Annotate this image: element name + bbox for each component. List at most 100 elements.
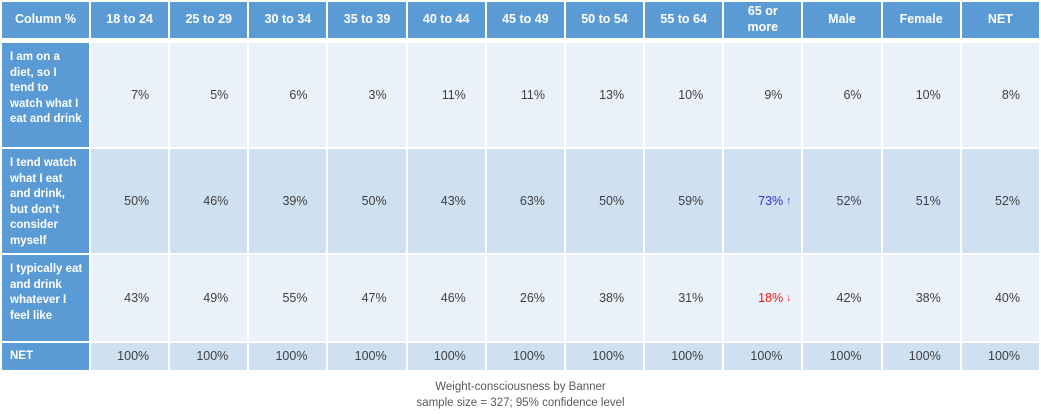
cell-value: 11%: [441, 87, 466, 102]
row-label: I am on a diet, so I tend to watch what …: [2, 43, 89, 147]
crosstab-table: Column % 18 to 24 25 to 29 30 to 34 35 to 39…: [0, 0, 1041, 373]
cell-value: 50%: [599, 193, 625, 208]
cell-value: 47%: [361, 290, 387, 305]
data-cell: 100%: [407, 343, 485, 371]
data-cell: 50%: [565, 149, 644, 254]
data-cell: 100%: [645, 343, 723, 371]
cell-value: 11%: [520, 87, 545, 102]
column-header: 35 to 39: [328, 2, 406, 41]
header-row: Column % 18 to 24 25 to 29 30 to 34 35 to 39…: [2, 2, 1039, 41]
cell-value: 46%: [203, 193, 229, 208]
data-cell: 63%: [486, 149, 564, 254]
table-title: Weight-consciousness by Banner: [435, 381, 606, 394]
cell-value: 13%: [599, 87, 625, 102]
data-cell: 10%: [882, 43, 960, 147]
data-cell: 42%: [803, 255, 881, 342]
column-header: Male: [803, 2, 881, 41]
cell-value: 100%: [433, 349, 466, 364]
cell-value: 100%: [592, 349, 625, 364]
cell-value: 31%: [678, 290, 704, 305]
data-cell: 43%: [407, 149, 485, 254]
cell-value: 52%: [836, 193, 862, 208]
data-cell: 49%: [170, 255, 248, 342]
cell-value: 100%: [512, 349, 545, 364]
data-cell: 10%: [645, 43, 723, 147]
cell-value: 3%: [368, 87, 387, 102]
data-cell: 51%: [882, 149, 960, 254]
data-cell: 100%: [486, 343, 564, 371]
corner-header: Column %: [2, 2, 89, 41]
cell-value: 18%: [758, 290, 784, 305]
cell-value: 100%: [671, 349, 704, 364]
cell-value: 100%: [908, 349, 941, 364]
cell-value: 52%: [994, 193, 1020, 208]
data-cell: 46%: [170, 149, 248, 254]
column-header: Female: [882, 2, 960, 41]
data-cell: 73% ↑: [724, 149, 802, 254]
data-cell: 100%: [91, 343, 169, 371]
data-cell: 52%: [961, 149, 1039, 254]
table-row: I am on a diet, so I tend to watch what …: [2, 43, 1039, 147]
data-cell: 6%: [249, 43, 327, 147]
row-label: I tend watch what I eat and drink, but d…: [2, 149, 89, 254]
significant-up-icon: ↑: [786, 194, 792, 207]
column-header: 45 to 49: [486, 2, 564, 41]
column-header: 55 to 64: [645, 2, 723, 41]
cell-value: 100%: [275, 349, 308, 364]
data-cell: 5%: [170, 43, 248, 147]
cell-value: 38%: [599, 290, 625, 305]
cell-value: 50%: [361, 193, 387, 208]
cell-value: 100%: [117, 349, 150, 364]
data-cell: 11%: [486, 43, 564, 147]
cell-value: 10%: [678, 87, 704, 102]
cell-value: 49%: [203, 290, 229, 305]
column-header: 50 to 54: [565, 2, 644, 41]
cell-value: 9%: [764, 87, 783, 102]
data-cell: 100%: [882, 343, 960, 371]
table-row: I tend watch what I eat and drink, but d…: [2, 149, 1039, 254]
cell-value: 39%: [282, 193, 308, 208]
data-cell: 6%: [803, 43, 881, 147]
cell-value: 59%: [678, 193, 704, 208]
row-label: NET: [2, 343, 89, 371]
cell-value: 50%: [124, 193, 150, 208]
data-cell: 39%: [249, 149, 327, 254]
data-cell: 100%: [249, 343, 327, 371]
cell-value: 7%: [131, 87, 150, 102]
cell-value: 6%: [843, 87, 862, 102]
data-cell: 59%: [645, 149, 723, 254]
cell-value: 5%: [210, 87, 229, 102]
data-cell: 18% ↓: [724, 255, 802, 342]
data-cell: 55%: [249, 255, 327, 342]
data-cell: 100%: [170, 343, 248, 371]
table-body: I am on a diet, so I tend to watch what …: [2, 43, 1039, 371]
significant-down-icon: ↓: [786, 291, 792, 304]
row-label: I typically eat and drink whatever I fee…: [2, 255, 89, 342]
cell-value: 43%: [440, 193, 466, 208]
data-cell: 43%: [91, 255, 169, 342]
cell-value: 63%: [519, 193, 545, 208]
table-footer: Weight-consciousness by Banner sample si…: [0, 372, 1041, 411]
cell-value: 10%: [915, 87, 941, 102]
data-cell: 52%: [803, 149, 881, 254]
data-cell: 13%: [565, 43, 644, 147]
cell-value: 40%: [994, 290, 1020, 305]
cell-value: 46%: [440, 290, 466, 305]
column-header: NET: [961, 2, 1039, 41]
data-cell: 31%: [645, 255, 723, 342]
data-cell: 100%: [724, 343, 802, 371]
data-cell: 50%: [328, 149, 406, 254]
cell-value: 43%: [124, 290, 150, 305]
table-subtitle: sample size = 327; 95% confidence level: [416, 397, 625, 410]
data-cell: 46%: [407, 255, 485, 342]
column-header: 65 or more: [724, 2, 802, 41]
data-cell: 7%: [91, 43, 169, 147]
data-cell: 11%: [407, 43, 485, 147]
cell-value: 100%: [196, 349, 229, 364]
data-cell: 40%: [961, 255, 1039, 342]
data-cell: 26%: [486, 255, 564, 342]
cell-value: 100%: [988, 349, 1020, 364]
data-cell: 100%: [961, 343, 1039, 371]
column-header: 30 to 34: [249, 2, 327, 41]
data-cell: 47%: [328, 255, 406, 342]
